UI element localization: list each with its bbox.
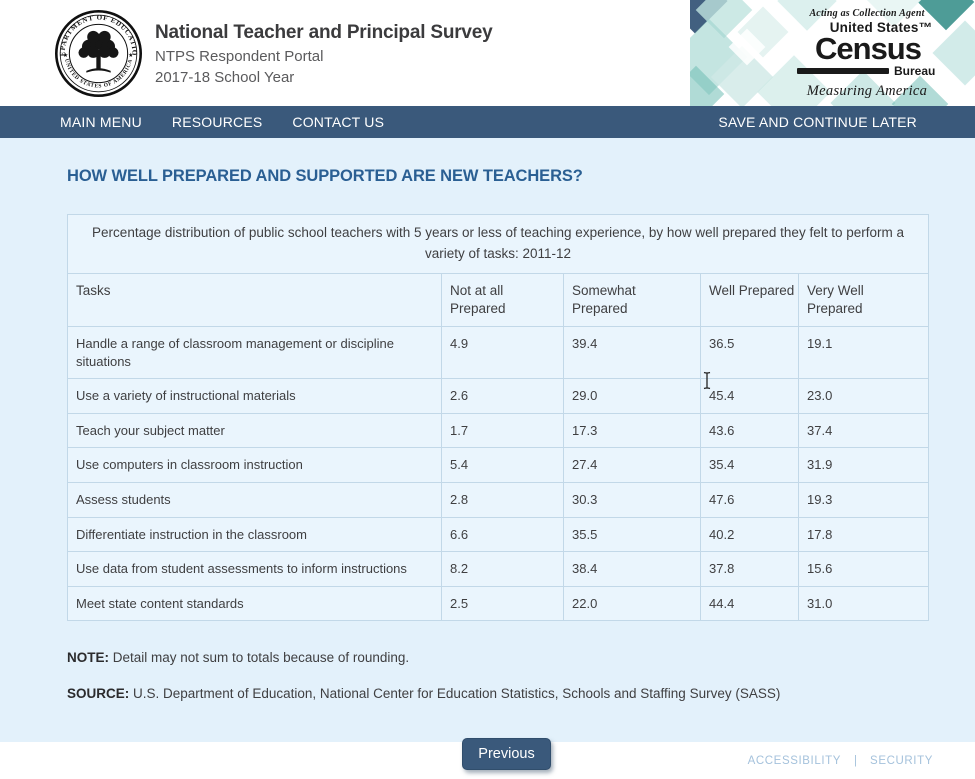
census-motto: Measuring America [806, 82, 928, 99]
nav-main-menu[interactable]: MAIN MENU [60, 114, 142, 130]
column-header-not-at-all: Not at all Prepared [441, 272, 564, 328]
note-line: NOTE: Detail may not sum to totals becau… [67, 650, 928, 665]
value-cell: 17.3 [563, 412, 701, 449]
value-cell: 29.0 [563, 378, 701, 414]
value-cell: 8.2 [441, 551, 564, 587]
task-cell: Teach your subject matter [67, 412, 442, 449]
value-cell: 19.3 [797, 482, 930, 518]
app-title: National Teacher and Principal Survey [155, 22, 493, 44]
svg-text:★: ★ [128, 51, 133, 58]
value-cell: 4.9 [441, 326, 564, 380]
census-bureau-logo: Acting as Collection Agent United States… [787, 8, 947, 100]
value-cell: 37.4 [797, 412, 930, 449]
value-cell: 37.8 [700, 551, 799, 587]
value-cell: 36.5 [700, 326, 799, 380]
value-cell: 22.0 [563, 585, 701, 622]
footer-separator: | [854, 754, 858, 767]
value-cell: 2.5 [441, 585, 564, 622]
table-row: Teach your subject matter 1.7 17.3 43.6 … [67, 412, 930, 449]
value-cell: 19.1 [797, 326, 930, 380]
department-of-education-seal-icon: DEPARTMENT OF EDUCATION UNITED STATES OF… [52, 4, 142, 97]
value-cell: 45.4 [700, 378, 799, 414]
value-cell: 5.4 [441, 447, 564, 484]
value-cell: 44.4 [700, 585, 799, 622]
table-row: Use data from student assessments to inf… [67, 551, 930, 587]
census-wordmark: Census [815, 31, 922, 66]
table-row: Differentiate instruction in the classro… [67, 516, 930, 553]
table-header-row: Tasks Not at all Prepared Somewhat Prepa… [67, 272, 930, 328]
table-caption-row: Percentage distribution of public school… [66, 214, 930, 274]
value-cell: 2.8 [441, 482, 564, 518]
seal-tree-icon [78, 30, 119, 73]
prepared-teachers-table: Percentage distribution of public school… [66, 214, 930, 622]
table-row: Handle a range of classroom management o… [67, 326, 930, 380]
page-content: HOW WELL PREPARED AND SUPPORTED ARE NEW … [0, 138, 975, 771]
previous-button[interactable]: Previous [462, 738, 551, 771]
census-united-states: United States™ [829, 20, 933, 35]
task-cell: Use computers in classroom instruction [67, 447, 442, 484]
source-line: SOURCE: U.S. Department of Education, Na… [67, 686, 928, 701]
value-cell: 38.4 [563, 551, 701, 587]
value-cell: 35.5 [563, 516, 701, 553]
source-text: U.S. Department of Education, National C… [129, 686, 781, 702]
task-cell: Differentiate instruction in the classro… [67, 516, 442, 553]
census-bar [797, 67, 889, 74]
task-cell: Assess students [67, 482, 442, 518]
footer-link-security[interactable]: SECURITY [870, 754, 933, 767]
value-cell: 31.0 [797, 585, 930, 622]
task-cell: Use a variety of instructional materials [67, 378, 442, 414]
value-cell: 39.4 [563, 326, 701, 380]
app-subtitle-portal: NTPS Respondent Portal [155, 48, 324, 66]
note-text: Detail may not sum to totals because of … [109, 650, 410, 666]
value-cell: 1.7 [441, 412, 564, 449]
main-navbar: MAIN MENU RESOURCES CONTACT US SAVE AND … [0, 106, 975, 138]
column-header-tasks: Tasks [67, 272, 442, 328]
column-header-somewhat: Somewhat Prepared [563, 272, 701, 328]
nav-contact-us[interactable]: CONTACT US [292, 114, 385, 130]
nav-resources[interactable]: RESOURCES [171, 114, 263, 130]
task-cell: Handle a range of classroom management o… [67, 326, 442, 380]
column-header-very-well: Very Well Prepared [797, 272, 930, 328]
svg-text:★: ★ [63, 51, 68, 58]
note-label: NOTE: [67, 650, 109, 666]
task-cell: Meet state content standards [67, 585, 442, 622]
task-cell: Use data from student assessments to inf… [67, 551, 442, 587]
footer-link-accessibility[interactable]: ACCESSIBILITY [747, 754, 842, 767]
nav-save-and-continue-later[interactable]: SAVE AND CONTINUE LATER [718, 114, 917, 130]
value-cell: 6.6 [441, 516, 564, 553]
page-title: HOW WELL PREPARED AND SUPPORTED ARE NEW … [67, 167, 583, 185]
value-cell: 35.4 [700, 447, 799, 484]
header: DEPARTMENT OF EDUCATION UNITED STATES OF… [0, 0, 975, 106]
value-cell: 27.4 [563, 447, 701, 484]
census-logo-block: Acting as Collection Agent United States… [690, 0, 975, 106]
value-cell: 40.2 [700, 516, 799, 553]
header-title-block: National Teacher and Principal Survey NT… [155, 18, 690, 88]
button-row: Previous [67, 738, 928, 771]
census-bureau-label: Bureau [894, 63, 936, 78]
value-cell: 30.3 [563, 482, 701, 518]
column-header-well: Well Prepared [700, 272, 799, 328]
census-tagline: Acting as Collection Agent [809, 8, 925, 19]
app-subtitle-year: 2017-18 School Year [155, 68, 295, 86]
value-cell: 2.6 [441, 378, 564, 414]
table-row: Use computers in classroom instruction 5… [67, 447, 930, 484]
table-row: Assess students 2.8 30.3 47.6 19.3 [67, 482, 930, 518]
source-label: SOURCE: [67, 686, 130, 702]
value-cell: 23.0 [797, 378, 930, 414]
value-cell: 17.8 [797, 516, 930, 553]
table-caption: Percentage distribution of public school… [66, 214, 930, 274]
value-cell: 47.6 [700, 482, 799, 518]
value-cell: 43.6 [700, 412, 799, 449]
value-cell: 15.6 [797, 551, 930, 587]
table-row: Meet state content standards 2.5 22.0 44… [67, 585, 930, 622]
value-cell: 31.9 [797, 447, 930, 484]
table-row: Use a variety of instructional materials… [67, 378, 930, 414]
